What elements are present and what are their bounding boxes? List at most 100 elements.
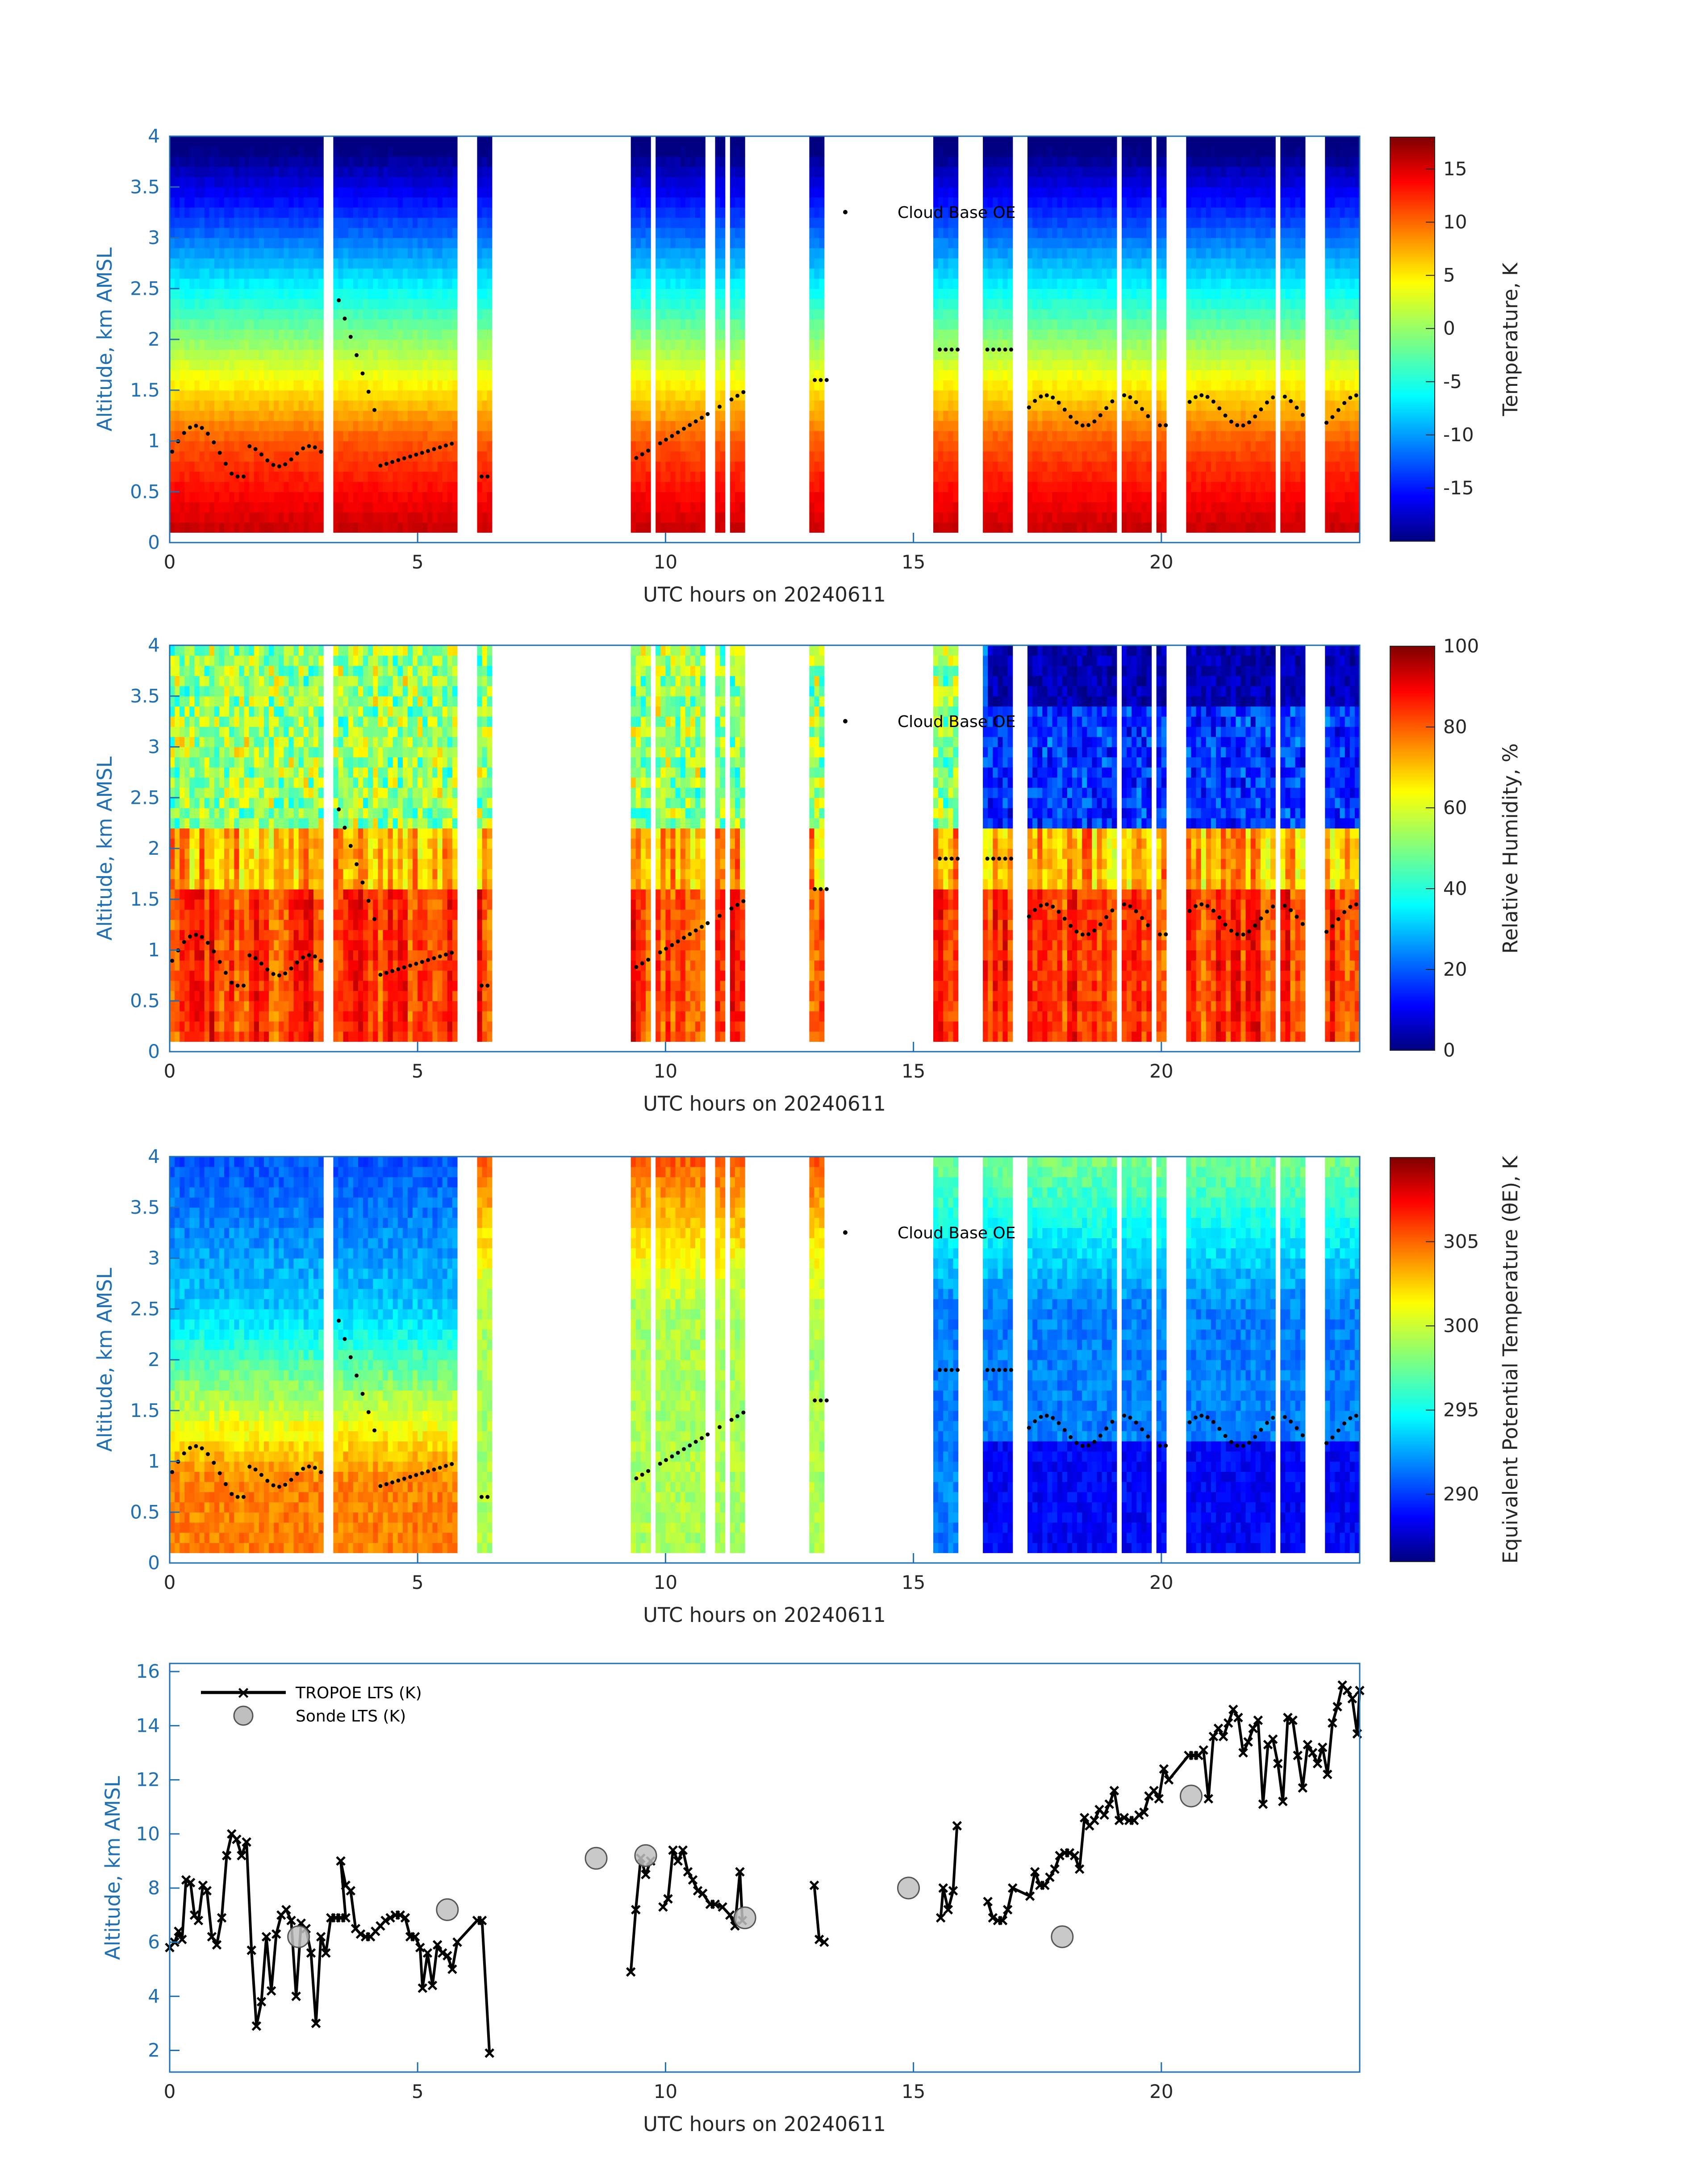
heatmap-cell <box>660 319 666 330</box>
heatmap-cell <box>1231 390 1236 401</box>
heatmap-cell <box>1161 349 1167 360</box>
heatmap-cell <box>180 288 185 299</box>
heatmap-cell <box>695 258 701 269</box>
heatmap-cell <box>1082 471 1087 482</box>
heatmap-cell <box>656 329 661 340</box>
heatmap-cell <box>1146 156 1152 167</box>
heatmap-cell <box>1186 410 1192 421</box>
heatmap-cell <box>1226 227 1231 238</box>
heatmap-cell <box>184 136 190 147</box>
heatmap-cell <box>442 319 448 330</box>
heatmap-cell <box>809 410 815 421</box>
heatmap-cell <box>269 481 274 492</box>
heatmap-cell <box>229 258 234 269</box>
heatmap-cell <box>1161 329 1167 340</box>
heatmap-cell <box>422 146 428 157</box>
heatmap-cell <box>219 339 225 350</box>
heatmap-cell <box>690 400 696 411</box>
heatmap-cell <box>1107 430 1112 442</box>
heatmap-cell <box>358 492 363 502</box>
heatmap-cell <box>284 380 289 391</box>
heatmap-cell <box>1102 217 1107 228</box>
heatmap-cell <box>293 197 299 208</box>
heatmap-cell <box>477 258 483 269</box>
heatmap-cell <box>214 268 220 279</box>
heatmap-cell <box>1097 258 1102 269</box>
heatmap-cell <box>318 238 324 248</box>
heatmap-cell <box>988 359 993 370</box>
heatmap-cell <box>259 329 264 340</box>
heatmap-cell <box>640 339 646 350</box>
heatmap-cell <box>204 492 210 502</box>
heatmap-cell <box>953 380 959 391</box>
heatmap-cell <box>993 380 998 391</box>
heatmap-cell <box>1072 248 1077 259</box>
heatmap-cell <box>1082 390 1087 401</box>
heatmap-cell <box>393 380 398 391</box>
heatmap-cell <box>1141 481 1147 492</box>
heatmap-cell <box>313 238 319 248</box>
heatmap-cell <box>338 512 344 523</box>
heatmap-cell <box>1186 197 1192 208</box>
heatmap-cell <box>735 471 740 482</box>
heatmap-cell <box>274 278 279 289</box>
heatmap-cell <box>279 167 284 177</box>
heatmap-cell <box>635 146 641 157</box>
heatmap-cell <box>1082 156 1087 167</box>
heatmap-cell <box>269 492 274 502</box>
heatmap-cell <box>1231 421 1236 431</box>
heatmap-cell <box>313 207 319 218</box>
heatmap-cell <box>1146 207 1152 218</box>
heatmap-cell <box>408 512 413 523</box>
heatmap-cell <box>1107 502 1112 513</box>
heatmap-cell <box>418 481 423 492</box>
heatmap-cell <box>1186 136 1192 147</box>
heatmap-cell <box>180 441 185 451</box>
heatmap-cell <box>690 136 696 147</box>
heatmap-cell <box>482 309 488 320</box>
heatmap-cell <box>442 349 448 360</box>
heatmap-cell <box>288 187 294 198</box>
heatmap-cell <box>953 370 959 380</box>
heatmap-cell <box>338 400 344 411</box>
heatmap-cell <box>363 329 368 340</box>
heatmap-cell <box>1221 502 1226 513</box>
heatmap-cell <box>447 492 453 502</box>
heatmap-cell <box>308 146 314 157</box>
heatmap-cell <box>938 492 944 502</box>
heatmap-cell <box>333 390 339 401</box>
heatmap-cell <box>408 492 413 502</box>
heatmap-cell <box>809 197 815 208</box>
heatmap-cell <box>1221 288 1226 299</box>
heatmap-cell <box>259 299 264 309</box>
heatmap-cell <box>983 299 988 309</box>
heatmap-cell <box>819 197 825 208</box>
heatmap-cell <box>631 207 636 218</box>
heatmap-cell <box>1047 329 1053 340</box>
heatmap-cell <box>1211 410 1216 421</box>
heatmap-cell <box>293 167 299 177</box>
heatmap-cell <box>333 512 339 523</box>
heatmap-cell <box>998 177 1003 188</box>
heatmap-cell <box>1007 380 1013 391</box>
heatmap-cell <box>452 167 458 177</box>
heatmap-cell <box>1111 309 1117 320</box>
heatmap-cell <box>333 146 339 157</box>
heatmap-cell <box>998 248 1003 259</box>
heatmap-cell <box>1141 522 1147 533</box>
heatmap-cell <box>189 319 195 330</box>
heatmap-cell <box>943 167 948 177</box>
heatmap-cell <box>180 481 185 492</box>
heatmap-cell <box>477 410 483 421</box>
heatmap-cell <box>363 238 368 248</box>
heatmap-cell <box>988 441 993 451</box>
heatmap-cell <box>199 227 205 238</box>
heatmap-cell <box>1037 177 1043 188</box>
heatmap-cell <box>274 512 279 523</box>
heatmap-cell <box>690 146 696 157</box>
heatmap-cell <box>224 319 230 330</box>
heatmap-cell <box>700 238 706 248</box>
heatmap-cell <box>358 390 363 401</box>
heatmap-cell <box>175 451 180 462</box>
heatmap-cell <box>948 451 954 462</box>
